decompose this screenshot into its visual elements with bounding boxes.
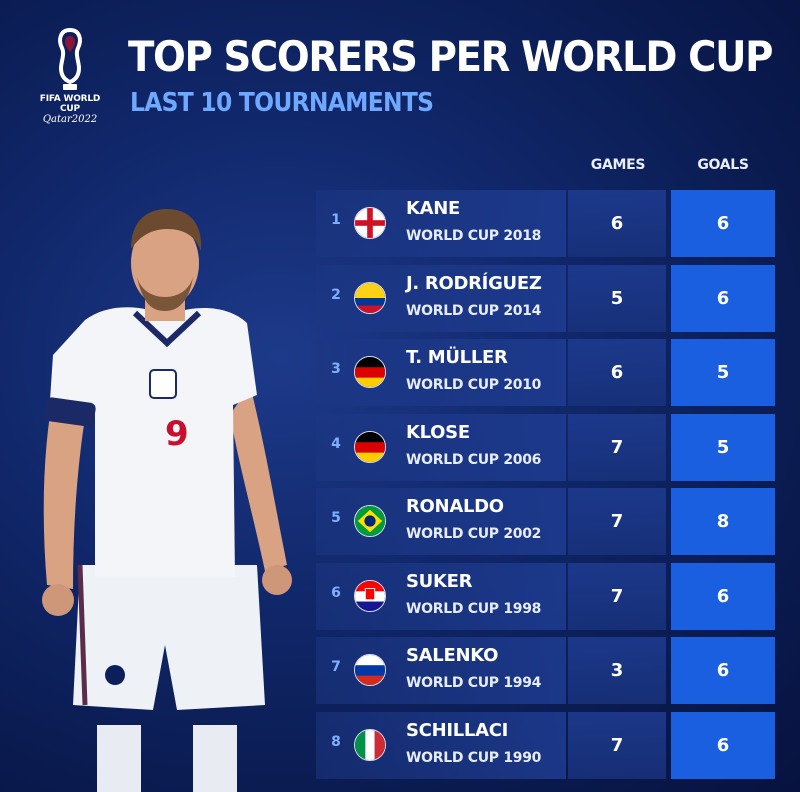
rank-number: 2 [331, 286, 341, 303]
header: FIFA WORLD CUP Qatar2022 TOP SCORERS PER… [0, 0, 800, 140]
tournament-edition: WORLD CUP 2010 [406, 377, 542, 393]
rank-number: 7 [331, 659, 341, 675]
player-photo: 9 [25, 205, 310, 792]
table-row: 8 SCHILLACI WORLD CUP 1990 7 6 [316, 711, 776, 779]
rank-number: 6 [331, 584, 341, 601]
player-cell: 8 SCHILLACI WORLD CUP 1990 [316, 711, 566, 779]
world-cup-logo: FIFA WORLD CUP Qatar2022 [30, 28, 110, 125]
goals-value: 5 [671, 413, 775, 481]
goals-value: 6 [671, 190, 775, 257]
player-cell: 6 SUKER WORLD CUP 1998 [316, 562, 566, 630]
player-cell: 4 KLOSE WORLD CUP 2006 [316, 413, 566, 481]
goals-column-header: GOALS [697, 157, 749, 173]
player-name: SUKER [406, 570, 473, 592]
table-row: 4 KLOSE WORLD CUP 2006 7 5 [316, 413, 776, 481]
player-name: RONALDO [406, 496, 504, 517]
games-value: 7 [568, 562, 666, 630]
goals-value: 6 [671, 637, 775, 704]
rank-number: 1 [331, 212, 341, 228]
games-value: 5 [568, 264, 666, 332]
player-cell: 5 RONALDO WORLD CUP 2002 [316, 488, 566, 555]
rank-number: 5 [331, 510, 341, 526]
tournament-edition: WORLD CUP 1994 [406, 675, 542, 691]
tournament-edition: WORLD CUP 2002 [406, 526, 542, 542]
player-name: KLOSE [406, 421, 470, 443]
player-name: SCHILLACI [406, 719, 509, 741]
tournament-edition: WORLD CUP 1990 [406, 749, 542, 766]
games-value: 6 [568, 190, 666, 257]
games-column-header: GAMES [590, 157, 646, 173]
player-name: SALENKO [406, 645, 499, 666]
logo-text-qatar: Qatar2022 [42, 114, 98, 125]
player-name: J. RODRÍGUEZ [406, 272, 542, 294]
rank-number: 8 [331, 733, 341, 750]
rank-number: 4 [331, 435, 341, 452]
player-name: T. MÜLLER [406, 347, 508, 368]
croatia-flag-icon [354, 579, 386, 612]
games-value: 6 [568, 339, 666, 406]
brazil-flag-icon [354, 505, 386, 537]
games-value: 7 [568, 488, 666, 555]
goals-value: 6 [671, 264, 775, 332]
table-row: 1 KANE WORLD CUP 2018 6 6 [316, 190, 776, 257]
player-name: KANE [406, 198, 461, 219]
tournament-edition: WORLD CUP 2006 [406, 451, 542, 468]
tournament-edition: WORLD CUP 2018 [406, 228, 542, 244]
italy-flag-icon [354, 728, 386, 761]
player-cell: 1 KANE WORLD CUP 2018 [316, 190, 566, 257]
svg-text:9: 9 [165, 414, 189, 454]
russia-flag-icon [354, 654, 386, 686]
goals-value: 6 [671, 562, 775, 630]
goals-value: 6 [671, 711, 775, 779]
table-row: 6 SUKER WORLD CUP 1998 7 6 [316, 562, 776, 630]
england-flag-icon [354, 207, 386, 239]
games-value: 3 [568, 637, 666, 704]
germany-flag-icon [354, 356, 386, 388]
player-cell: 2 J. RODRÍGUEZ WORLD CUP 2014 [316, 264, 566, 332]
colombia-flag-icon [354, 281, 386, 314]
player-cell: 7 SALENKO WORLD CUP 1994 [316, 637, 566, 704]
table-row: 5 RONALDO WORLD CUP 2002 7 8 [316, 488, 776, 555]
page-subtitle: LAST 10 TOURNAMENTS [130, 88, 434, 118]
games-value: 7 [568, 413, 666, 481]
page-title: TOP SCORERS PER WORLD CUP [128, 32, 773, 81]
tournament-edition: WORLD CUP 1998 [406, 600, 542, 617]
table-row: 2 J. RODRÍGUEZ WORLD CUP 2014 5 6 [316, 264, 776, 332]
goals-value: 8 [671, 488, 775, 555]
table-row: 3 T. MÜLLER WORLD CUP 2010 6 5 [316, 339, 776, 406]
tournament-edition: WORLD CUP 2014 [406, 302, 542, 319]
germany-flag-icon [354, 430, 386, 463]
logo-text-fifa: FIFA WORLD CUP [39, 94, 101, 114]
table-row: 7 SALENKO WORLD CUP 1994 3 6 [316, 637, 776, 704]
rank-number: 3 [331, 361, 341, 377]
games-value: 7 [568, 711, 666, 779]
player-cell: 3 T. MÜLLER WORLD CUP 2010 [316, 339, 566, 406]
goals-value: 5 [671, 339, 775, 406]
trophy-icon [58, 28, 82, 90]
